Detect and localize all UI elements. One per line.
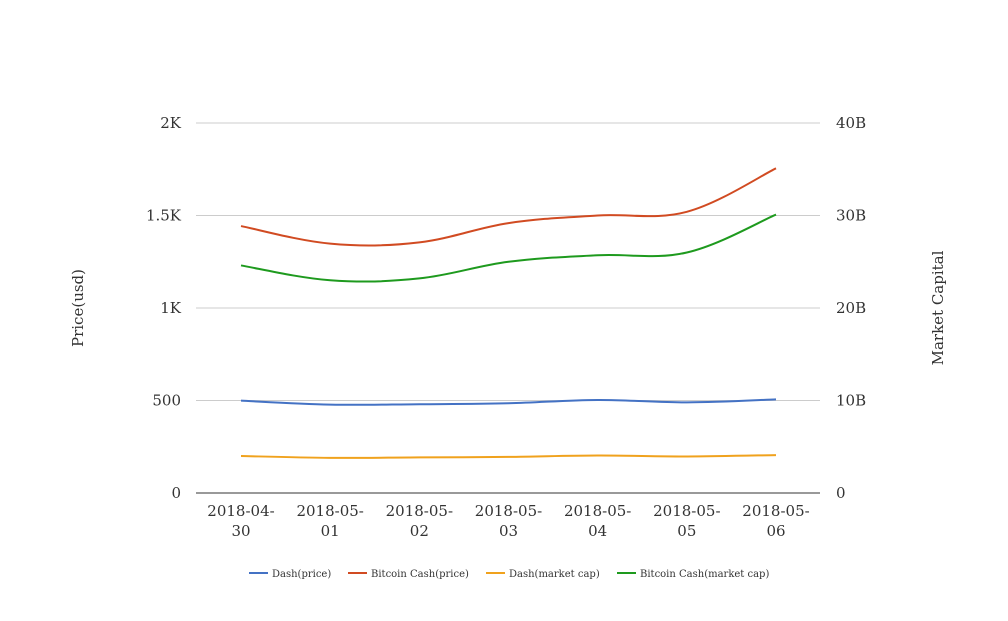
x-tick-label: 2018-05-04 xyxy=(564,502,631,540)
y-right-tick-label: 0 xyxy=(836,484,846,502)
series-line-bitcoin-cash-market-cap xyxy=(240,213,777,283)
x-tick-label: 2018-04-30 xyxy=(207,502,274,540)
y-right-tick-label: 30B xyxy=(836,207,866,225)
y-axis-right-title: Market Capital xyxy=(929,250,947,365)
series-line-dash-market-cap xyxy=(240,454,777,459)
legend-item[interactable]: Bitcoin Cash(market cap) xyxy=(617,569,769,580)
legend-label: Bitcoin Cash(price) xyxy=(371,569,469,580)
y-right-tick-label: 40B xyxy=(836,114,866,132)
y-right-tick-label: 10B xyxy=(836,392,866,410)
series-line-bitcoin-cash-price xyxy=(240,167,777,247)
x-tick-label: 2018-05-05 xyxy=(653,502,720,540)
y-left-tick-label: 1K xyxy=(160,299,182,317)
y-left-tick-label: 2K xyxy=(160,114,182,132)
x-tick-label: 2018-05-01 xyxy=(296,502,363,540)
x-tick-label: 2018-05-02 xyxy=(386,502,453,540)
x-tick-label: 2018-05-03 xyxy=(475,502,542,540)
y-right-tick-label: 20B xyxy=(836,299,866,317)
y-left-tick-label: 0 xyxy=(171,484,181,502)
legend-label: Dash(market cap) xyxy=(509,569,600,580)
legend-label: Dash(price) xyxy=(272,569,331,580)
legend-label: Bitcoin Cash(market cap) xyxy=(640,569,769,580)
x-tick-label: 2018-05-06 xyxy=(742,502,809,540)
y-left-tick-label: 500 xyxy=(152,392,181,410)
grid-lines xyxy=(196,122,820,401)
legend: Dash(price) Bitcoin Cash(price) Dash(marke… xyxy=(249,569,769,580)
tick-labels: 0 500 1K 1.5K 2K 0 10B 20B 30B 40B 2018-04-30 2018-… xyxy=(146,114,866,540)
legend-item[interactable]: Dash(price) xyxy=(249,569,331,580)
series-line-dash-price xyxy=(240,398,777,406)
y-left-tick-label: 1.5K xyxy=(146,207,182,225)
y-axis-left-title: Price(usd) xyxy=(69,269,87,347)
legend-item[interactable]: Bitcoin Cash(price) xyxy=(348,569,469,580)
legend-item[interactable]: Dash(market cap) xyxy=(486,569,600,580)
series-lines xyxy=(240,167,777,459)
